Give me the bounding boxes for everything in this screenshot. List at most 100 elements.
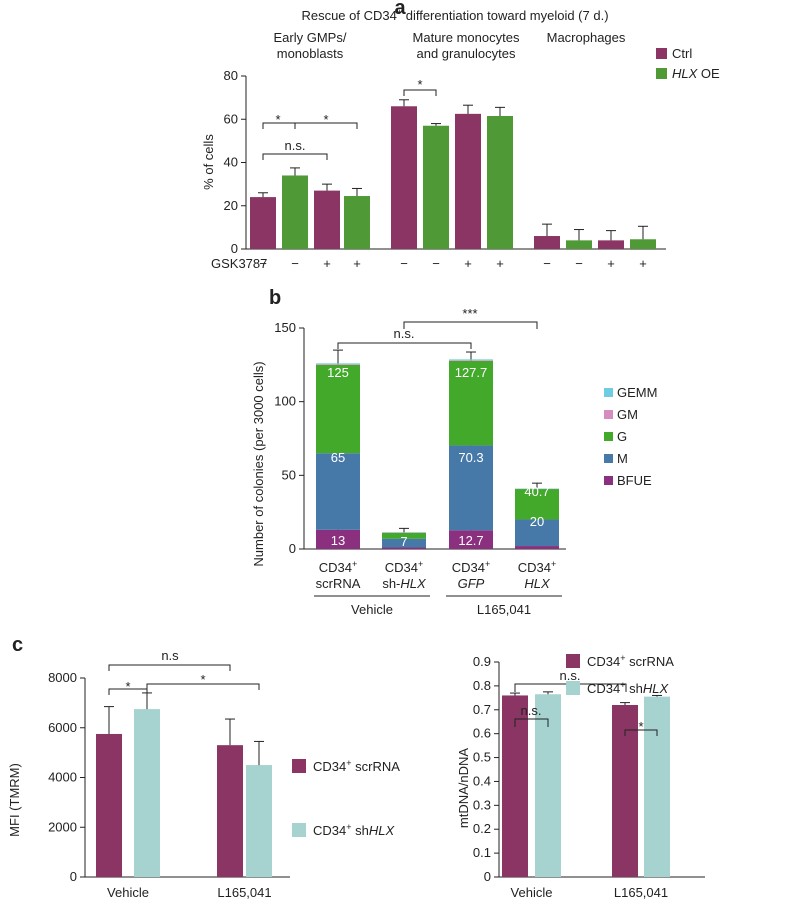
bar-segment-gemm-2 — [449, 359, 493, 361]
legend-c-sh-swatch — [292, 823, 306, 837]
panel-b-letter: b — [269, 287, 281, 309]
y-tick-label: 8000 — [48, 670, 77, 685]
bar-a-5 — [423, 125, 449, 249]
bar-a-9 — [566, 240, 592, 249]
panel-c-right-category-labels: Vehicle L165,041 — [511, 885, 669, 900]
bar-a-0 — [250, 197, 276, 249]
legend-gemm-label: GEMM — [617, 385, 657, 400]
bar-segment-gm-2 — [449, 360, 493, 361]
panel-a-y-axis: 0 20 40 60 80 — [224, 68, 246, 256]
category-label-line2-2: GFP — [458, 576, 485, 591]
inbar-g-0: 125 — [327, 365, 349, 380]
inbar-m-3: 20 — [530, 514, 544, 529]
legend-c-scr-label: CD34+ scrRNA — [313, 758, 400, 774]
y-tick-label: 0.1 — [473, 845, 491, 860]
legend-hlx-oe-label: HLX OE — [672, 66, 720, 81]
y-tick-label: 0 — [484, 869, 491, 884]
sig-bracket-b-three — [403, 321, 538, 329]
panel-b-legend: GEMM GM GM BFUE — [604, 385, 657, 488]
panel-c-right-y-axis: 0 0.1 0.2 0.3 0.4 0.5 0.6 0.7 0.8 0.9 — [473, 654, 499, 884]
treatment-sign-10: + — [607, 256, 615, 271]
c-left-category-label-1: L165,041 — [217, 885, 271, 900]
c-left-bar-1-0 — [217, 745, 243, 877]
y-tick-label: 6000 — [48, 720, 77, 735]
treatment-sign-4: − — [400, 256, 408, 271]
bar-segment-bfue-3 — [515, 546, 559, 549]
legend-c-sh-label: CD34+ shHLX — [313, 822, 395, 838]
sig-bracket-a-mature — [403, 89, 437, 96]
bar-segment-bfue-1 — [382, 547, 426, 549]
y-tick-label: 0.2 — [473, 821, 491, 836]
bar-segment-gemm-0 — [316, 363, 360, 365]
legend-c-right-sh-swatch — [566, 681, 580, 695]
panel-b: b Number of colonies (per 3000 cells) 0 5… — [251, 287, 657, 617]
y-tick-label: 40 — [224, 155, 238, 170]
sig-bracket-c-left-ns — [108, 664, 231, 671]
inbar-m-0: 65 — [331, 450, 345, 465]
bar-segment-m-3 — [515, 519, 559, 547]
bar-segment-gm-0 — [316, 364, 360, 365]
category-label-line2-0: scrRNA — [316, 576, 361, 591]
treatment-sign-9: − — [575, 256, 583, 271]
legend-hlx-oe-swatch — [656, 68, 667, 79]
treatment-sign-0: − — [259, 256, 267, 271]
c-right-category-label-0: Vehicle — [511, 885, 553, 900]
bar-segment-m-1 — [382, 538, 426, 548]
y-tick-label: 0.4 — [473, 773, 491, 788]
sig-bracket-c-left-1 — [108, 688, 148, 695]
sig-ns-b: n.s. — [394, 326, 415, 341]
y-tick-label: 0 — [289, 541, 296, 556]
treatment-sign-1: − — [291, 256, 299, 271]
panel-c-right-bars — [502, 691, 670, 877]
treatment-sign-6: + — [464, 256, 472, 271]
category-label-line1-3: CD34+ — [518, 559, 557, 575]
sig-bracket-c-right-l165 — [624, 729, 658, 736]
inbar-bfue-0: 13 — [331, 533, 345, 548]
legend-gemm-swatch — [604, 388, 613, 397]
y-tick-label: 0.9 — [473, 654, 491, 669]
category-label-line1-2: CD34+ — [452, 559, 491, 575]
sig-star-c-left-1: * — [125, 679, 130, 694]
c-left-bar-0-1 — [134, 709, 160, 877]
c-right-category-label-1: L165,041 — [614, 885, 668, 900]
bar-a-3 — [344, 196, 370, 249]
legend-c-scr-swatch — [292, 759, 306, 773]
legend-c-right-scr-label: CD34+ scrRNA — [587, 653, 674, 669]
treatment-sign-7: + — [496, 256, 504, 271]
panel-c-right-ylabel: mtDNA/nDNA — [456, 748, 471, 829]
legend-g-label: G — [617, 429, 627, 444]
bar-segment-bfue-2 — [449, 530, 493, 549]
bar-segment-m-2 — [449, 445, 493, 531]
panel-c-left-bars — [96, 692, 272, 877]
y-tick-label: 50 — [282, 467, 296, 482]
legend-gm-label: GM — [617, 407, 638, 422]
panel-a-letter: a — [394, 0, 406, 19]
category-label-line2-1: sh-HLX — [382, 576, 427, 591]
y-tick-label: 80 — [224, 68, 238, 83]
panel-c: c MFI (TMRM) 0 2000 4000 6000 8000 Vehicle L1… — [7, 634, 705, 900]
sig-ns-c-right-vehicle: n.s. — [521, 703, 542, 718]
panel-a: a Rescue of CD34+ differentiation toward… — [201, 0, 720, 271]
treatment-sign-2: + — [323, 256, 331, 271]
y-tick-label: 0.6 — [473, 726, 491, 741]
panel-a-ylabel: % of cells — [201, 134, 216, 190]
category-label-line1-1: CD34+ — [385, 559, 424, 575]
group-label-mature-line1: Mature monocytes — [413, 30, 520, 45]
panel-b-y-axis: 0 50 100 150 — [274, 320, 304, 556]
bar-segment-g-2 — [449, 360, 493, 446]
y-tick-label: 0.5 — [473, 750, 491, 765]
legend-bfue-label: BFUE — [617, 473, 652, 488]
y-tick-label: 100 — [274, 394, 296, 409]
sig-ns-c-left: n.s — [161, 648, 179, 663]
sig-star-a-1: * — [275, 112, 280, 127]
bar-a-1 — [282, 175, 308, 249]
y-tick-label: 0.7 — [473, 702, 491, 717]
sig-star-c-right: * — [638, 719, 643, 734]
y-tick-label: 0 — [231, 241, 238, 256]
bar-a-7 — [487, 116, 513, 249]
legend-gm-swatch — [604, 410, 613, 419]
legend-bfue-swatch — [604, 476, 613, 485]
inbar-m-1: 7 — [400, 534, 407, 549]
group-label-early-line1: Early GMPs/ — [274, 30, 347, 45]
sig-bracket-a-1-4 — [262, 122, 358, 129]
